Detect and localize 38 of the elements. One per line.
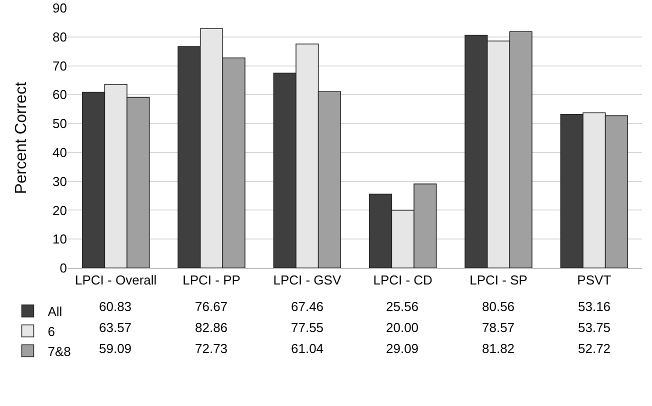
- text: 60.83: [99, 299, 132, 314]
- y-tick-label: 50: [52, 116, 67, 132]
- text: 25.56: [386, 299, 419, 314]
- text: 29.09: [386, 341, 419, 356]
- text: 82.86: [195, 320, 228, 335]
- y-tick-label: 10: [52, 232, 67, 247]
- y-axis-title: Percent Correct: [13, 81, 30, 194]
- text: 72.73: [195, 341, 228, 356]
- text: 76.67: [195, 299, 228, 314]
- y-tick-label: 60: [52, 87, 67, 102]
- text: 63.57: [99, 320, 132, 335]
- x-tick-label: LPCI - PP: [182, 272, 240, 288]
- text: 61.04: [291, 341, 324, 356]
- text: 53.75: [578, 320, 611, 335]
- y-tick-label: 30: [52, 174, 67, 189]
- text: 67.46: [291, 299, 324, 314]
- x-tick-label: LPCI - Overall: [75, 272, 157, 288]
- text: 53.16: [578, 299, 611, 314]
- text: 59.09: [99, 341, 132, 356]
- legend-label: 7&8: [48, 344, 71, 359]
- x-tick-label: LPCI - CD: [373, 272, 432, 288]
- y-tick-label: 80: [52, 29, 67, 44]
- text: 77.55: [291, 320, 324, 335]
- x-tick-label: PSVT: [577, 272, 612, 288]
- legend-label: All: [48, 304, 62, 320]
- text: 78.57: [482, 320, 515, 335]
- legend-label: 6: [48, 324, 55, 339]
- y-tick-label: 90: [52, 0, 67, 16]
- text: 81.82: [482, 341, 515, 356]
- text: 52.72: [578, 341, 611, 356]
- y-tick-label: 0: [60, 260, 67, 276]
- text: 20.00: [386, 320, 419, 335]
- y-tick-label: 70: [52, 58, 67, 74]
- text: 80.56: [482, 299, 515, 314]
- x-tick-label: LPCI - SP: [470, 272, 528, 288]
- y-tick-label: 40: [52, 144, 67, 160]
- x-tick-label: LPCI - GSV: [273, 272, 342, 288]
- y-tick-label: 20: [52, 202, 67, 218]
